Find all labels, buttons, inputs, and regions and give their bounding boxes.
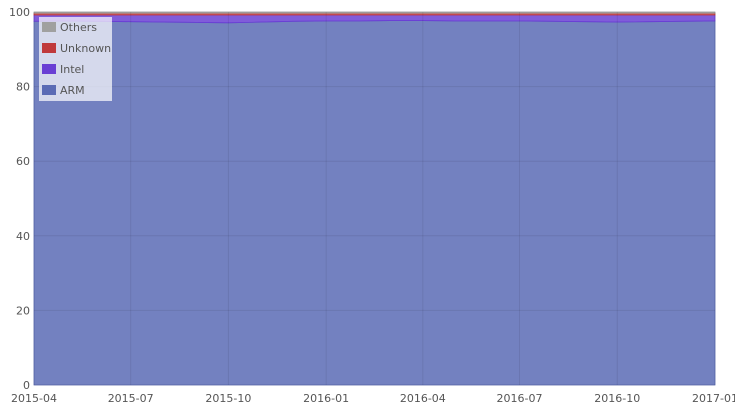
y-tick-label: 0 <box>23 379 30 392</box>
legend-swatch <box>42 43 56 53</box>
legend-label: Others <box>60 21 97 34</box>
x-tick-label: 2015-10 <box>205 392 251 405</box>
x-tick-label: 2017-01 <box>692 392 735 405</box>
grid-layer <box>33 11 716 386</box>
legend-label: Unknown <box>60 42 111 55</box>
area-series-arm[interactable] <box>33 20 716 386</box>
x-tick-label: 2015-04 <box>11 392 57 405</box>
legend[interactable]: Others Unknown Intel ARM <box>39 17 112 101</box>
legend-swatch <box>42 22 56 32</box>
x-tick-label: 2016-07 <box>497 392 543 405</box>
x-tick-label: 2015-07 <box>108 392 154 405</box>
x-tick-label: 2016-10 <box>594 392 640 405</box>
legend-swatch <box>42 64 56 74</box>
x-tick-label: 2016-04 <box>400 392 446 405</box>
y-tick-label: 40 <box>16 230 30 243</box>
legend-label: Intel <box>60 63 84 76</box>
legend-item-unknown[interactable]: Unknown <box>42 42 111 55</box>
legend-item-intel[interactable]: Intel <box>42 63 84 76</box>
y-axis-ticks: 0 20 40 60 80 100 <box>9 6 30 392</box>
y-tick-label: 20 <box>16 304 30 317</box>
x-axis-ticks: 2015-04 2015-07 2015-10 2016-01 2016-04 2016-… <box>11 392 735 405</box>
legend-item-arm[interactable]: ARM <box>42 84 85 97</box>
legend-swatch <box>42 85 56 95</box>
legend-item-others[interactable]: Others <box>42 21 97 34</box>
area-series-others[interactable] <box>33 11 716 14</box>
area-layer <box>33 11 716 386</box>
y-tick-label: 80 <box>16 81 30 94</box>
y-tick-label: 60 <box>16 155 30 168</box>
x-tick-label: 2016-01 <box>303 392 349 405</box>
y-tick-label: 100 <box>9 6 30 19</box>
legend-label: ARM <box>60 84 85 97</box>
